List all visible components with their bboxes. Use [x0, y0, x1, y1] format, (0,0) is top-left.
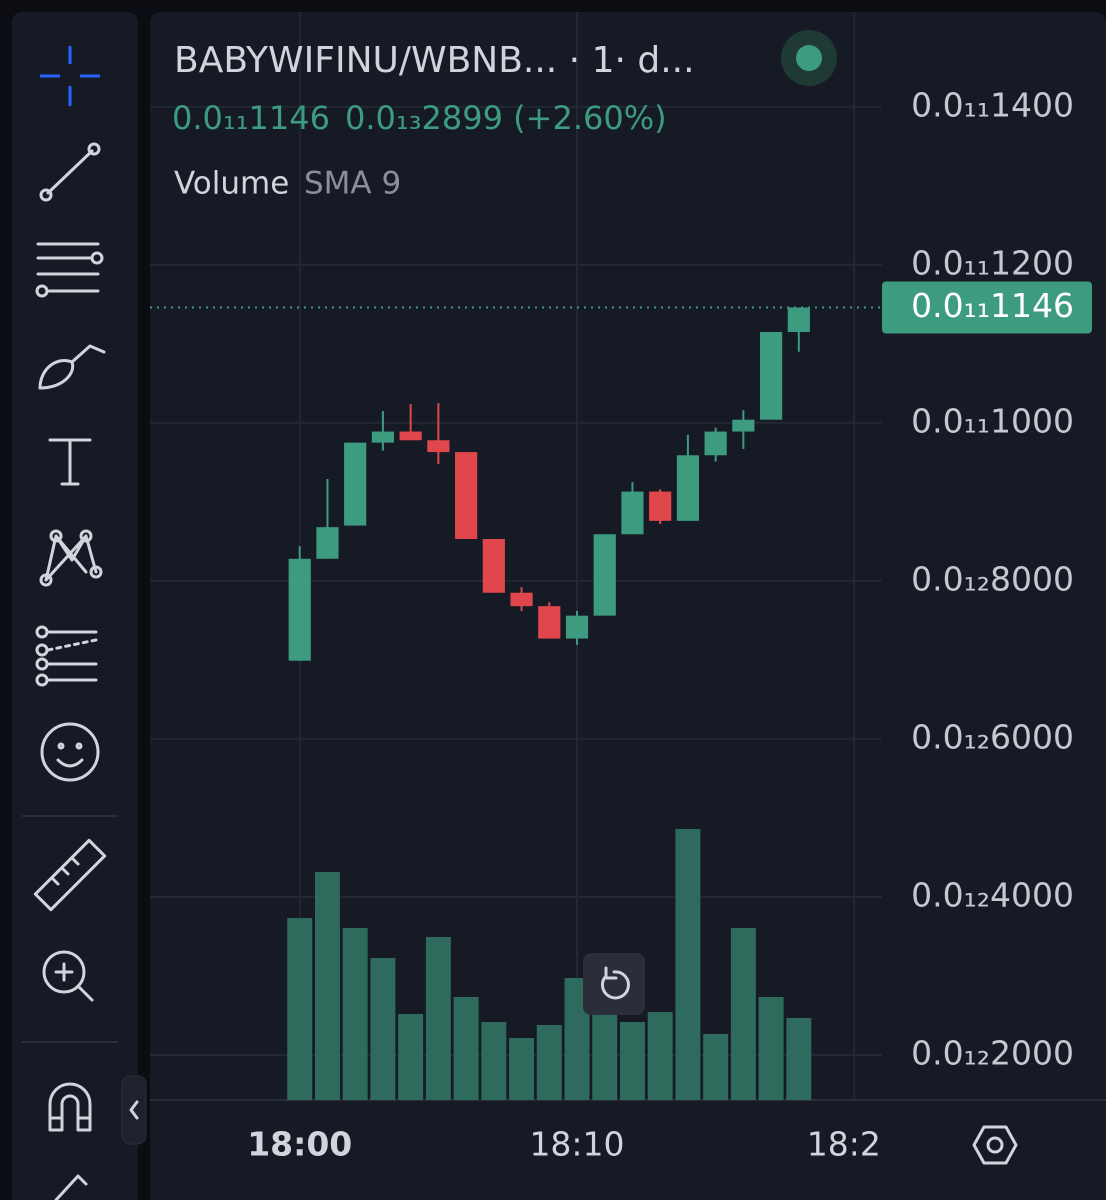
volume-bar [425, 937, 451, 1100]
volume-bar [342, 928, 368, 1100]
zoom-tool[interactable] [42, 950, 94, 1002]
pencil-tool[interactable] [54, 1174, 88, 1200]
y-tick-label: 0.0₁₂6000 [911, 717, 1074, 756]
volume-bar [730, 928, 756, 1100]
reset-icon [601, 970, 630, 1000]
candle-body [455, 452, 478, 540]
volume-bar [703, 1034, 729, 1100]
volume-bar [370, 958, 396, 1100]
volume-bar [619, 1022, 645, 1100]
y-tick-label: 0.0₁₂4000 [911, 875, 1074, 914]
emoji-tool[interactable] [40, 722, 100, 782]
candle-body [760, 332, 783, 420]
reset-icon-arrow [604, 966, 618, 980]
collapse-tab[interactable] [121, 1075, 147, 1145]
volume-bar [287, 918, 313, 1100]
last-close: 0.0₁₁1146 [172, 99, 330, 137]
candle-body [399, 431, 422, 441]
volume-bar [647, 1012, 673, 1100]
y-tick-label: 0.0₁₁1200 [911, 243, 1074, 282]
pattern-tool[interactable] [39, 529, 103, 587]
candle-body [316, 527, 339, 559]
candle-body [510, 592, 533, 607]
last-price-tag [882, 281, 1092, 334]
forecast-tool[interactable] [35, 625, 98, 687]
candle-body [565, 615, 589, 639]
chart-panel [150, 12, 1106, 1200]
y-tick-label: 0.0₁₁1400 [911, 85, 1074, 124]
volume-bar [509, 1038, 535, 1100]
volume-bar [314, 872, 340, 1100]
volume-bar [592, 1010, 618, 1100]
candle-body [732, 419, 755, 432]
toolbar [12, 12, 138, 1200]
x-tick-label: 18:20 [807, 1125, 902, 1164]
fib-tool[interactable] [35, 242, 104, 298]
candle-body [704, 431, 727, 456]
candle-body [427, 440, 450, 453]
volume-bar [675, 829, 701, 1100]
ruler-tool[interactable] [33, 838, 107, 912]
candle-body [621, 491, 644, 535]
candle-body [676, 455, 699, 521]
x-tick-label: 18:10 [529, 1125, 624, 1164]
status-dot [796, 45, 822, 71]
x-tick-label: 18:00 [247, 1125, 352, 1164]
volume-bar [481, 1022, 507, 1100]
y-tick-label: 0.0₁₂8000 [911, 559, 1074, 598]
crosshair-tool[interactable] [40, 46, 100, 106]
settings-button[interactable] [972, 1125, 1018, 1165]
y-tick-label: 0.0₁₂2000 [911, 1033, 1074, 1072]
price-change: 0.0₁₃2899 (+2.60%) [345, 99, 667, 137]
reset-button[interactable] [583, 953, 645, 1015]
volume-bar [453, 997, 479, 1100]
plot-area: 18:00 18:10 18:20 [150, 12, 902, 1164]
candle-body [649, 491, 672, 521]
volume-bar [786, 1018, 812, 1100]
trendline-tool[interactable] [39, 142, 101, 202]
candle-body [371, 431, 394, 443]
volume-sma-legend: SMA 9 [304, 166, 401, 202]
candle-body [288, 558, 311, 661]
candle-body [344, 442, 367, 526]
candle-body [593, 534, 616, 616]
candle-body [482, 539, 505, 593]
text-tool[interactable] [48, 438, 92, 486]
magnet-tool[interactable] [48, 1082, 92, 1132]
candle-body [538, 606, 561, 639]
volume-bar [758, 997, 784, 1100]
collapse-arrow [129, 1100, 139, 1120]
brush-tool[interactable] [38, 344, 106, 390]
candle-body [787, 307, 810, 332]
volume-legend: Volume [174, 166, 289, 202]
symbol-title: BABYWIFINU/WBNB... · 1· d... [174, 40, 695, 81]
last-price-label: 0.0₁₁1146 [911, 286, 1074, 325]
volume-bar [398, 1014, 424, 1100]
volume-bar [536, 1025, 562, 1100]
y-tick-label: 0.0₁₁1000 [911, 401, 1074, 440]
